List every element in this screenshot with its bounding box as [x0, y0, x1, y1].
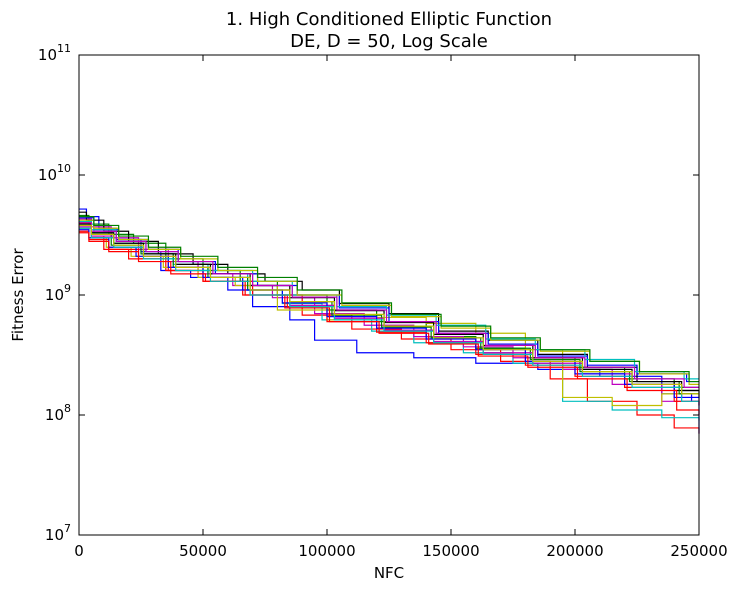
series-layer — [79, 208, 700, 434]
x-tick-label: 100000 — [298, 542, 355, 560]
series-line-17 — [79, 232, 700, 415]
y-tick-label: 108 — [45, 402, 71, 424]
x-tick-label: 200000 — [546, 542, 603, 560]
y-tick-label: 109 — [45, 282, 71, 304]
x-tick-label: 150000 — [422, 542, 479, 560]
chart-title-line1: 1. High Conditioned Elliptic Function — [226, 9, 552, 30]
x-tick-label: 0 — [74, 542, 84, 560]
y-tick-label: 107 — [45, 522, 71, 544]
y-tick-label: 1010 — [38, 162, 71, 184]
y-tick-label: 1011 — [38, 42, 71, 64]
series-line-8 — [79, 217, 699, 383]
y-axis-label: Fitness Error — [9, 248, 27, 342]
x-tick-label: 250000 — [670, 542, 727, 560]
series-line-3 — [79, 222, 700, 434]
x-axis-label: NFC — [374, 564, 404, 582]
x-tick-label: 50000 — [179, 542, 227, 560]
plot-frame — [78, 54, 700, 536]
ticks-layer: 0 50000 100000 150000 200000 250000 107 108 109 1… — [38, 42, 728, 560]
series-line-15 — [79, 229, 700, 434]
series-line-11 — [79, 220, 699, 380]
chart-title-line2: DE, D = 50, Log Scale — [290, 31, 488, 52]
series-line-19 — [79, 222, 699, 388]
series-line-16 — [79, 216, 699, 383]
series-line-20 — [79, 224, 699, 395]
